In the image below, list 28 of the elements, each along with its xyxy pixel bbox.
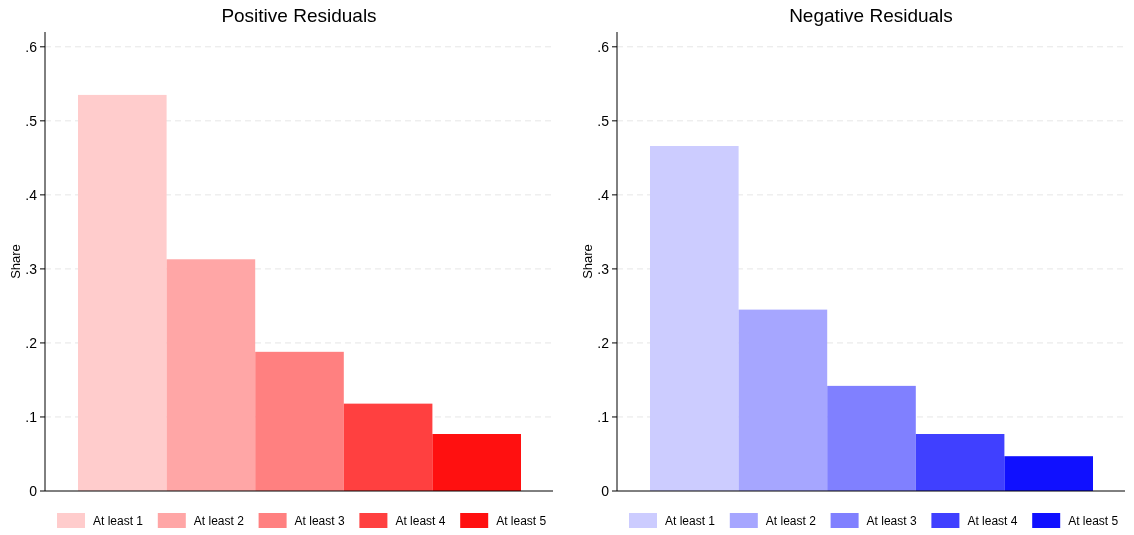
chart-title: Positive Residuals [221,5,377,26]
legend-label: At least 1 [665,514,716,529]
legend-label: At least 2 [765,514,817,529]
y-tick-label: 0 [29,482,38,499]
legend-label: At least 1 [93,514,144,529]
y-tick-label: .1 [597,408,610,425]
y-tick-label: .3 [597,260,610,277]
y-tick-label: .5 [25,112,38,129]
y-tick-label: 0 [601,482,610,499]
legend-label: At least 5 [496,514,547,529]
legend-label: At least 3 [866,514,917,529]
y-tick-label: .6 [25,38,38,55]
y-tick-label: .4 [25,186,38,203]
y-tick-label: .6 [597,38,610,55]
y-tick-label: .1 [25,408,38,425]
y-tick-label: .4 [597,186,610,203]
y-tick-label: .3 [25,260,38,277]
chart-title: Negative Residuals [789,5,953,26]
legend-label: At least 5 [1068,514,1119,529]
legend-label: At least 2 [193,514,245,529]
y-axis-title: Share [8,244,23,279]
legend-label: At least 4 [967,514,1018,529]
y-tick-label: .2 [25,334,38,351]
legend-label: At least 4 [395,514,446,529]
legend-label: At least 3 [294,514,345,529]
y-tick-label: .2 [597,334,610,351]
y-tick-label: .5 [597,112,610,129]
y-axis-title: Share [580,244,595,279]
